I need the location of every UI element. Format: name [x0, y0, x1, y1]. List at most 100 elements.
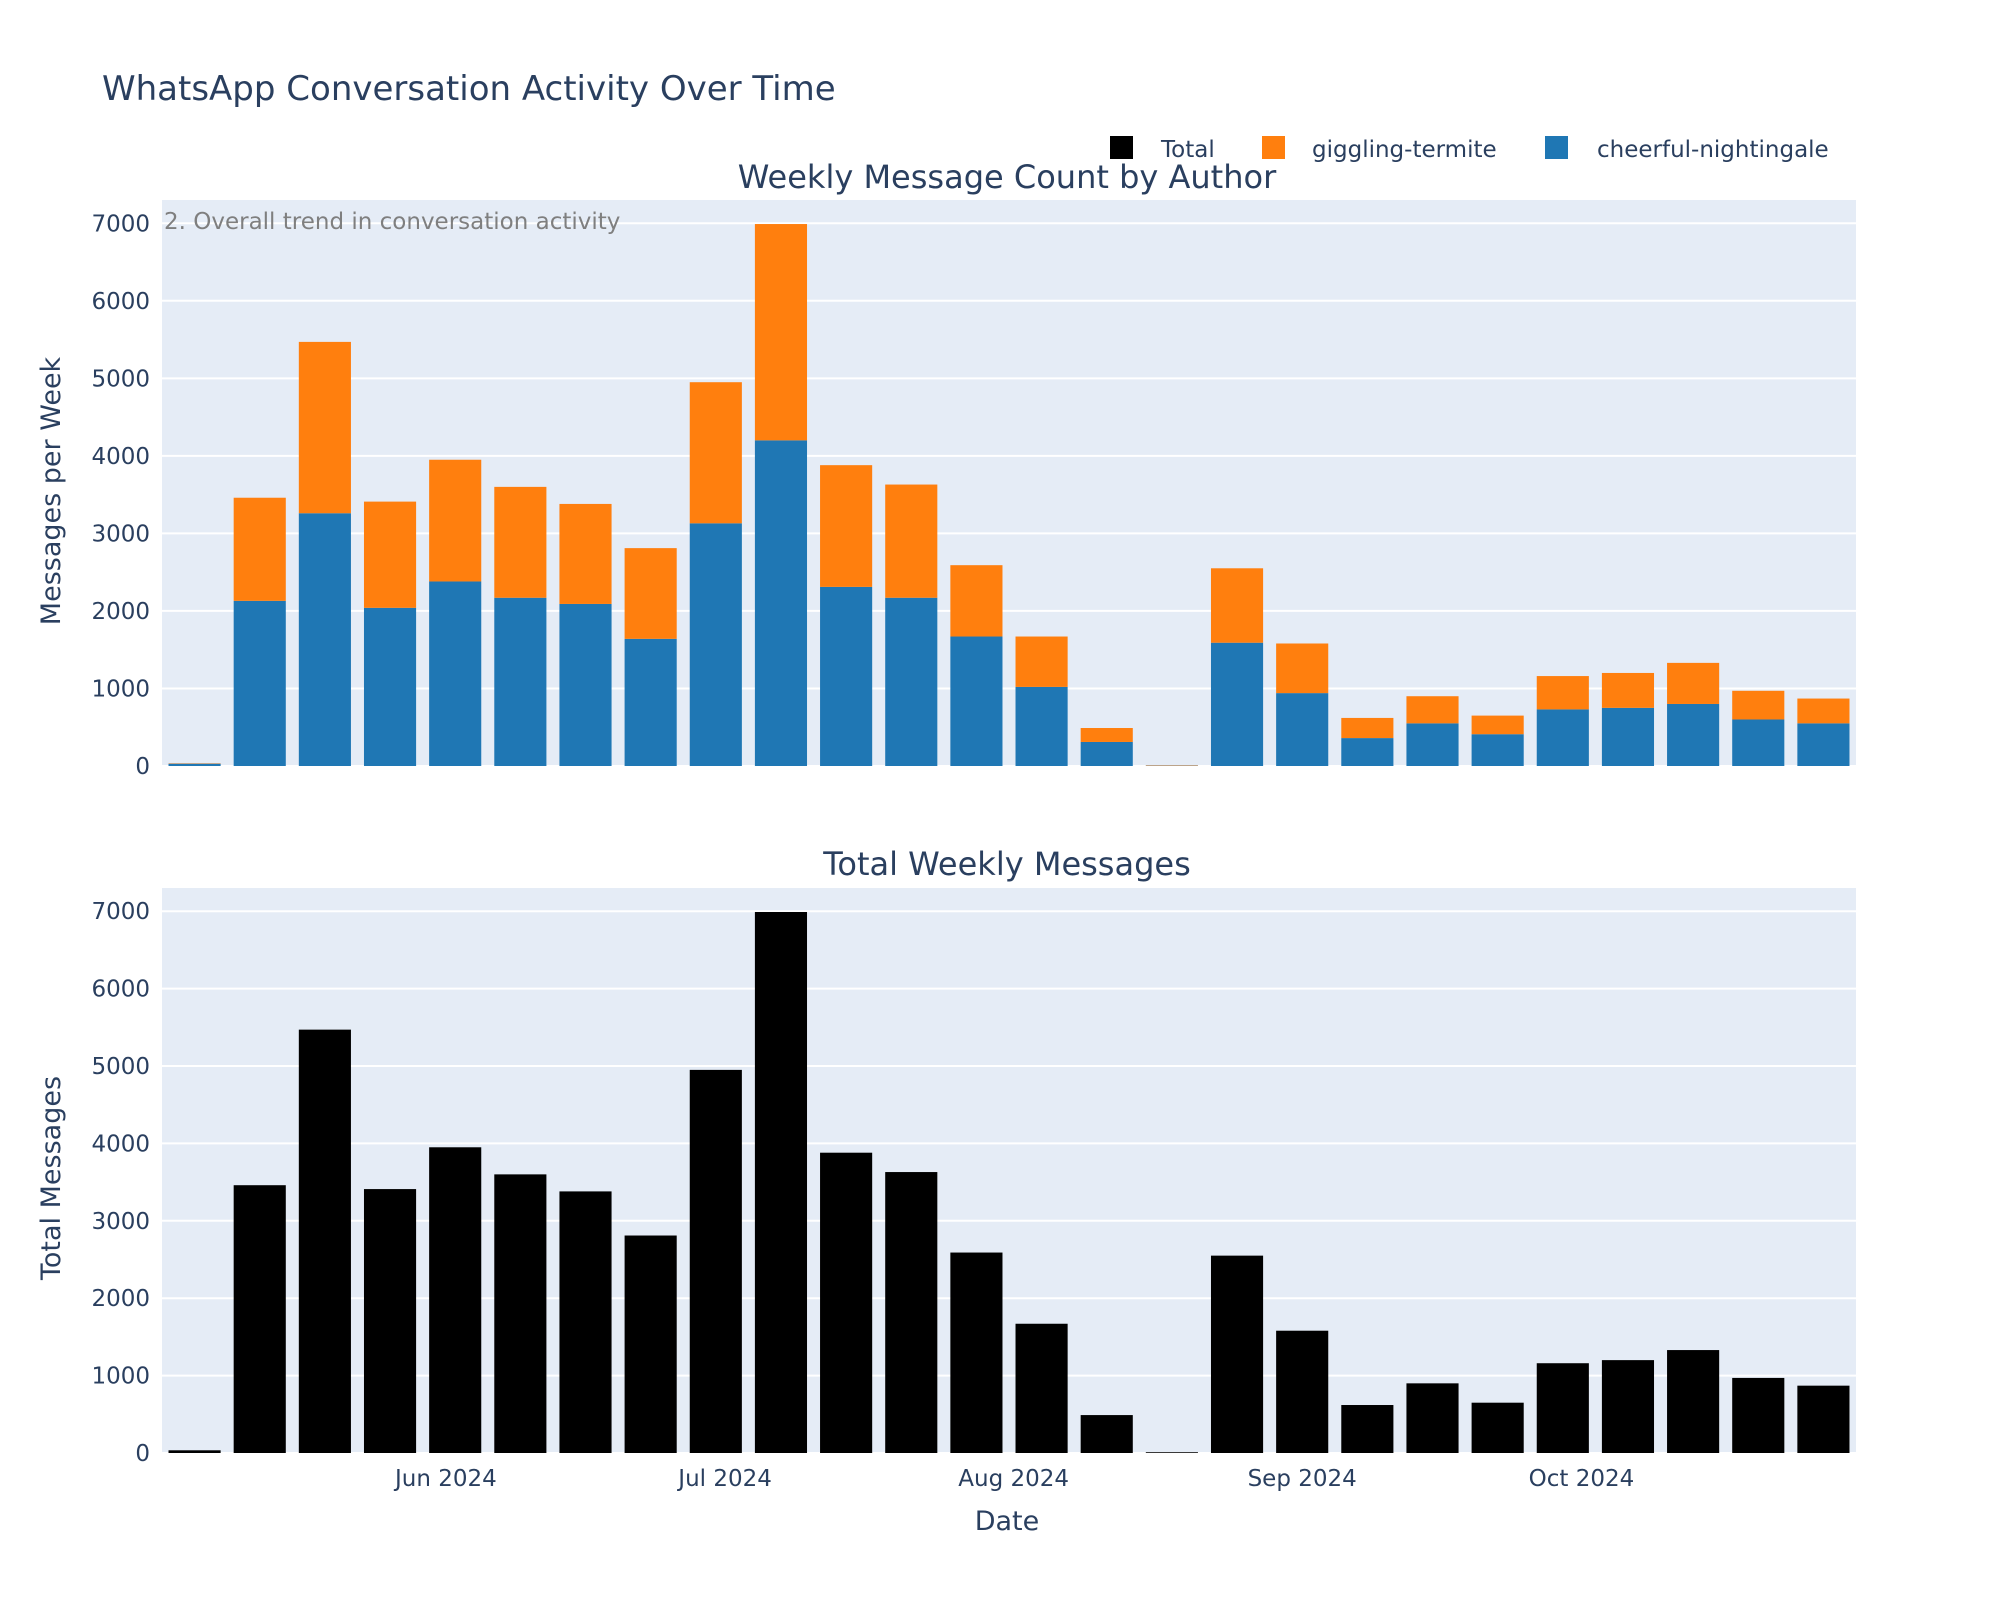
x-tick-label: Sep 2024 — [1248, 1466, 1357, 1492]
y-tick-label: 2000 — [91, 1286, 150, 1312]
x-tick-label: Jul 2024 — [676, 1466, 772, 1492]
bar — [1536, 709, 1589, 766]
series-cheerful-nightingale — [168, 440, 1850, 766]
bar — [559, 603, 612, 766]
bar — [1732, 1377, 1785, 1453]
bar — [624, 1235, 677, 1453]
bar — [754, 911, 808, 1453]
bar — [1797, 723, 1850, 766]
bar — [689, 523, 742, 766]
subplot-total: Total Weekly Messages 0 1000 2000 3000 4000 5… — [36, 845, 1856, 1537]
bar — [1210, 642, 1264, 766]
subplot-author-breakdown: Weekly Message Count by Author 0 1000 2000… — [36, 158, 1856, 780]
subplot-title: Total Weekly Messages — [822, 845, 1191, 883]
bar-series-group — [168, 911, 1850, 1453]
y-tick-label: 4000 — [91, 1131, 150, 1157]
bar — [689, 382, 742, 524]
y-tick-label: 3000 — [91, 1209, 150, 1235]
bar — [885, 1172, 938, 1453]
bar — [559, 503, 612, 604]
bar — [1797, 698, 1850, 724]
bar — [363, 501, 417, 608]
bar — [1015, 1323, 1068, 1453]
y-tick-label: 7000 — [91, 899, 150, 925]
y-tick-label: 2000 — [91, 599, 150, 625]
bar — [1406, 1383, 1459, 1453]
y-axis-title: Total Messages — [36, 1076, 67, 1281]
chart-title: WhatsApp Conversation Activity Over Time — [102, 69, 836, 109]
y-tick-label: 0 — [135, 754, 150, 780]
y-tick-label: 1000 — [91, 676, 150, 702]
bar — [1276, 1330, 1329, 1453]
bar — [1471, 715, 1524, 735]
x-tick-label: Oct 2024 — [1529, 1466, 1635, 1492]
bar — [494, 597, 547, 766]
y-tick-label: 6000 — [91, 289, 150, 315]
bar — [820, 465, 873, 587]
bar — [494, 1174, 547, 1453]
legend-label-giggling-termite: giggling-termite — [1312, 137, 1497, 163]
bar — [1667, 703, 1720, 766]
bar — [1341, 738, 1394, 766]
legend-swatch-giggling-termite — [1262, 136, 1285, 159]
legend-swatch-total — [1110, 136, 1133, 159]
bar — [1471, 734, 1524, 766]
bar — [1406, 696, 1459, 724]
bar — [1601, 707, 1655, 766]
bar — [1536, 1363, 1589, 1453]
y-tick-label: 5000 — [91, 366, 150, 392]
y-axis-title: Messages per Week — [36, 356, 67, 625]
legend-label-total: Total — [1160, 137, 1215, 163]
x-axis-title: Date — [975, 1506, 1040, 1537]
bar — [298, 341, 351, 514]
legend-item-total[interactable]: Total — [1110, 136, 1215, 163]
y-tick-label: 6000 — [91, 977, 150, 1003]
legend-item-cheerful-nightingale[interactable]: cheerful-nightingale — [1545, 136, 1829, 163]
bar — [233, 497, 286, 601]
bar — [754, 440, 808, 766]
subplot-title: Weekly Message Count by Author — [738, 158, 1277, 196]
bar — [233, 600, 286, 766]
bar — [1276, 643, 1329, 694]
bar — [1210, 568, 1264, 643]
bar — [363, 1189, 417, 1453]
bar — [1667, 662, 1720, 704]
bar — [559, 1191, 612, 1453]
annotation: 2. Overall trend in conversation activit… — [164, 209, 620, 235]
bar — [1080, 1415, 1133, 1453]
bar — [363, 607, 417, 766]
bar — [820, 1152, 873, 1453]
bar — [1341, 717, 1394, 739]
bar — [298, 1029, 351, 1453]
bar — [754, 224, 808, 441]
x-axis-ticks: Jun 2024 Jul 2024 Aug 2024 Sep 2024 Oct 2024 — [393, 1466, 1634, 1492]
bar — [298, 513, 351, 766]
y-tick-label: 7000 — [91, 211, 150, 237]
bar — [1015, 636, 1068, 687]
x-tick-label: Aug 2024 — [958, 1466, 1069, 1492]
legend-label-cheerful-nightingale: cheerful-nightingale — [1597, 137, 1829, 163]
bar — [1015, 686, 1068, 766]
bar — [1210, 1255, 1264, 1453]
series-giggling-termite — [168, 224, 1850, 766]
bar — [885, 597, 938, 766]
bar — [1080, 741, 1133, 766]
bar — [1471, 1402, 1524, 1453]
bar — [1601, 1360, 1655, 1453]
bar — [429, 1147, 482, 1453]
legend-item-giggling-termite[interactable]: giggling-termite — [1262, 136, 1497, 163]
x-tick-label: Jun 2024 — [393, 1466, 497, 1492]
bar — [689, 1069, 742, 1453]
bar — [233, 1185, 286, 1453]
bar — [429, 581, 482, 766]
bar — [1536, 676, 1589, 710]
bar — [494, 486, 547, 598]
legend-swatch-cheerful-nightingale — [1545, 136, 1568, 159]
bar — [1080, 728, 1133, 742]
bar — [1667, 1350, 1720, 1453]
bar — [950, 636, 1003, 766]
bar — [950, 565, 1003, 637]
y-tick-label: 5000 — [91, 1054, 150, 1080]
